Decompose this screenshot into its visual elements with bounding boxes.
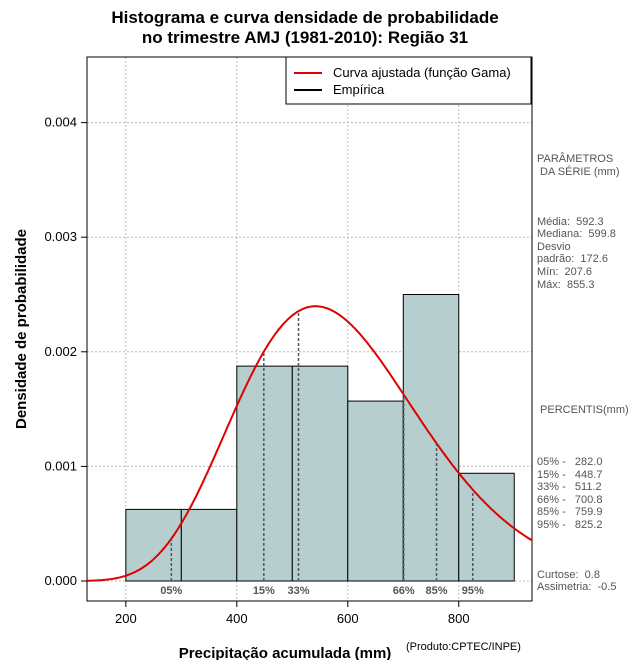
- percentis-values: 05% - 282.0 15% - 448.7 33% - 511.2 66% …: [537, 456, 603, 532]
- histogram-bar: [291, 365, 349, 582]
- legend-label: Curva ajustada (função Gama): [333, 65, 511, 80]
- y-tick-label: 0.000: [44, 573, 77, 588]
- x-axis-title: Precipitação acumulada (mm): [179, 645, 392, 660]
- x-tick-label: 200: [115, 611, 137, 626]
- statistics-panel: PARÂMETROS DA SÉRIE (mm) Média: 592.3 Me…: [537, 128, 640, 607]
- x-tick-label: 600: [337, 611, 359, 626]
- gamma-fit-curve: [87, 305, 532, 582]
- y-tick-label: 0.001: [44, 458, 77, 473]
- percentile-label: 05%: [160, 585, 182, 597]
- percentile-label: 33%: [287, 585, 309, 597]
- params-values: Média: 592.3 Mediana: 599.8 Desvio padrã…: [537, 215, 616, 291]
- params-heading: PARÂMETROS DA SÉRIE (mm): [537, 153, 620, 178]
- chart-title-line-2: no trimestre AMJ (1981-2010): Região 31: [141, 28, 469, 47]
- legend-box: [285, 56, 532, 105]
- histogram-bar: [458, 472, 515, 582]
- x-tick-label: 800: [448, 611, 470, 626]
- y-tick-label: 0.003: [44, 229, 77, 244]
- percentile-label: 95%: [462, 585, 484, 597]
- chart-title: Histograma e curva densidade de probabil…: [0, 8, 610, 48]
- shape-stats: Curtose: 0.8 Assimetria: -0.5: [537, 568, 617, 594]
- chart-title-line-1: Histograma e curva densidade de probabil…: [111, 8, 499, 27]
- percentile-label: 85%: [425, 585, 447, 597]
- y-tick-label: 0.004: [44, 115, 77, 130]
- percentis-heading: PERCENTIS(mm): [537, 404, 629, 417]
- histogram-bar: [125, 508, 182, 582]
- histogram-bar: [180, 508, 238, 582]
- y-axis-title: Densidade de probabilidade: [13, 229, 30, 429]
- product-credit: (Produto:CPTEC/INPE): [406, 641, 521, 653]
- histogram-bar: [347, 400, 404, 582]
- percentile-label: 15%: [253, 585, 275, 597]
- percentile-label: 66%: [393, 585, 415, 597]
- y-tick-label: 0.002: [44, 344, 77, 359]
- histogram-bar: [402, 294, 460, 582]
- legend-label: Empírica: [333, 82, 385, 97]
- x-tick-label: 400: [226, 611, 248, 626]
